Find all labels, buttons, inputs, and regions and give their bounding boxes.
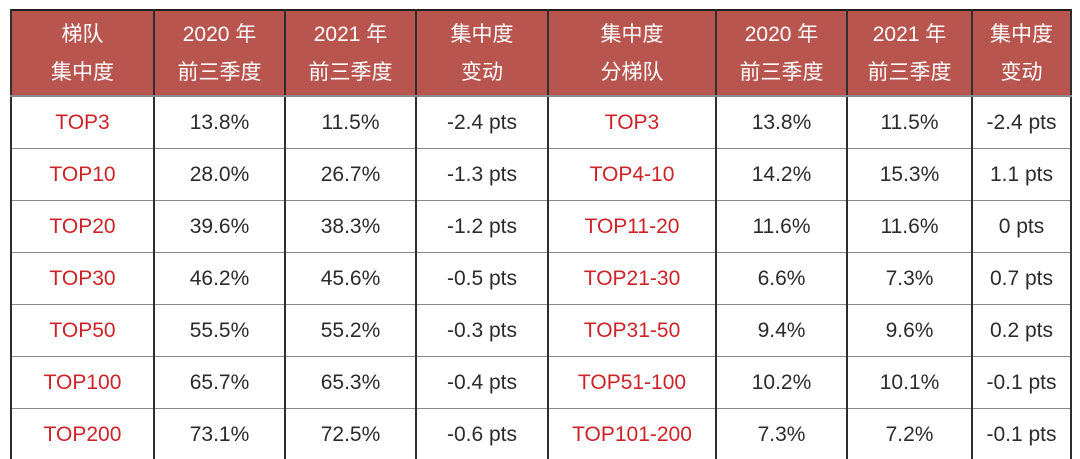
value-cell: -1.2 pts [415,200,549,253]
header-line: 前三季度 [308,60,393,84]
header-line: 变动 [1000,60,1043,84]
tier-label: TOP30 [10,252,155,305]
value-cell: 72.5% [284,408,417,459]
tier-label: TOP50 [10,304,155,357]
tier-band-label: TOP3 [547,95,717,149]
header-cell-tier: 梯队 集中度 [10,10,155,97]
value-cell: 39.6% [153,200,286,253]
value-cell: 55.5% [153,304,286,357]
tier-label: TOP3 [10,95,155,149]
value-cell: -0.1 pts [971,408,1072,459]
value-cell: 45.6% [284,252,417,305]
table-body: TOP3 13.8% 11.5% -2.4 pts TOP3 13.8% 11.… [10,95,1072,459]
table-row: TOP10 28.0% 26.7% -1.3 pts TOP4-10 14.2%… [10,148,1072,201]
value-cell: 7.3% [715,408,848,459]
value-cell: -0.6 pts [415,408,549,459]
value-cell: 73.1% [153,408,286,459]
value-cell: -0.4 pts [415,356,549,409]
value-cell: 7.3% [846,252,973,305]
tier-band-label: TOP51-100 [547,356,717,409]
value-cell: 11.5% [284,95,417,149]
tier-band-label: TOP31-50 [547,304,717,357]
header-line: 集中度 [990,22,1053,46]
header-line: 2020 年 [744,22,819,46]
value-cell: 6.6% [715,252,848,305]
header-line: 梯队 [61,22,104,46]
header-line: 集中度 [51,60,114,84]
tier-label: TOP10 [10,148,155,201]
header-cell-2021-band: 2021 年 前三季度 [846,10,973,97]
header-line: 变动 [461,60,503,84]
value-cell: 11.6% [715,200,848,253]
value-cell: 15.3% [846,148,973,201]
header-line: 2021 年 [872,22,947,46]
value-cell: 9.4% [715,304,848,357]
header-cell-tier-band: 集中度 分梯队 [547,10,717,97]
value-cell: -0.5 pts [415,252,549,305]
header-line: 前三季度 [739,60,824,84]
value-cell: 10.1% [846,356,973,409]
tier-band-label: TOP101-200 [547,408,717,459]
value-cell: 0 pts [971,200,1072,253]
value-cell: 26.7% [284,148,417,201]
table-row: TOP100 65.7% 65.3% -0.4 pts TOP51-100 10… [10,356,1072,409]
header-cell-2021: 2021 年 前三季度 [284,10,417,97]
header-line: 2021 年 [313,22,388,46]
value-cell: 1.1 pts [971,148,1072,201]
value-cell: 13.8% [715,95,848,149]
header-row: 梯队 集中度 2020 年 前三季度 2021 年 前三季度 集中度 变动 集中… [10,10,1072,97]
value-cell: 9.6% [846,304,973,357]
value-cell: -1.3 pts [415,148,549,201]
value-cell: 10.2% [715,356,848,409]
value-cell: 38.3% [284,200,417,253]
header-cell-change-band: 集中度 变动 [971,10,1072,97]
table-row: TOP50 55.5% 55.2% -0.3 pts TOP31-50 9.4%… [10,304,1072,357]
table-header: 梯队 集中度 2020 年 前三季度 2021 年 前三季度 集中度 变动 集中… [10,10,1072,97]
value-cell: 11.5% [846,95,973,149]
value-cell: 46.2% [153,252,286,305]
tier-label: TOP100 [10,356,155,409]
header-cell-change: 集中度 变动 [415,10,549,97]
header-line: 集中度 [450,22,514,46]
value-cell: 0.7 pts [971,252,1072,305]
header-line: 前三季度 [177,60,262,84]
value-cell: -2.4 pts [971,95,1072,149]
value-cell: -0.1 pts [971,356,1072,409]
tier-band-label: TOP11-20 [547,200,717,253]
value-cell: 65.7% [153,356,286,409]
header-line: 集中度 [600,22,664,46]
value-cell: 13.8% [153,95,286,149]
header-line: 前三季度 [867,60,952,84]
tier-band-label: TOP21-30 [547,252,717,305]
table-row: TOP30 46.2% 45.6% -0.5 pts TOP21-30 6.6%… [10,252,1072,305]
table-row: TOP200 73.1% 72.5% -0.6 pts TOP101-200 7… [10,408,1072,459]
value-cell: 0.2 pts [971,304,1072,357]
value-cell: 55.2% [284,304,417,357]
value-cell: -0.3 pts [415,304,549,357]
concentration-table: 梯队 集中度 2020 年 前三季度 2021 年 前三季度 集中度 变动 集中… [10,9,1072,459]
tier-label: TOP20 [10,200,155,253]
value-cell: 14.2% [715,148,848,201]
value-cell: 11.6% [846,200,973,253]
tier-band-label: TOP4-10 [547,148,717,201]
header-cell-2020: 2020 年 前三季度 [153,10,286,97]
value-cell: -2.4 pts [415,95,549,149]
header-line: 分梯队 [600,60,664,84]
table-row: TOP3 13.8% 11.5% -2.4 pts TOP3 13.8% 11.… [10,95,1072,149]
value-cell: 28.0% [153,148,286,201]
table-row: TOP20 39.6% 38.3% -1.2 pts TOP11-20 11.6… [10,200,1072,253]
value-cell: 65.3% [284,356,417,409]
header-line: 2020 年 [182,22,257,46]
tier-label: TOP200 [10,408,155,459]
header-cell-2020-band: 2020 年 前三季度 [715,10,848,97]
value-cell: 7.2% [846,408,973,459]
